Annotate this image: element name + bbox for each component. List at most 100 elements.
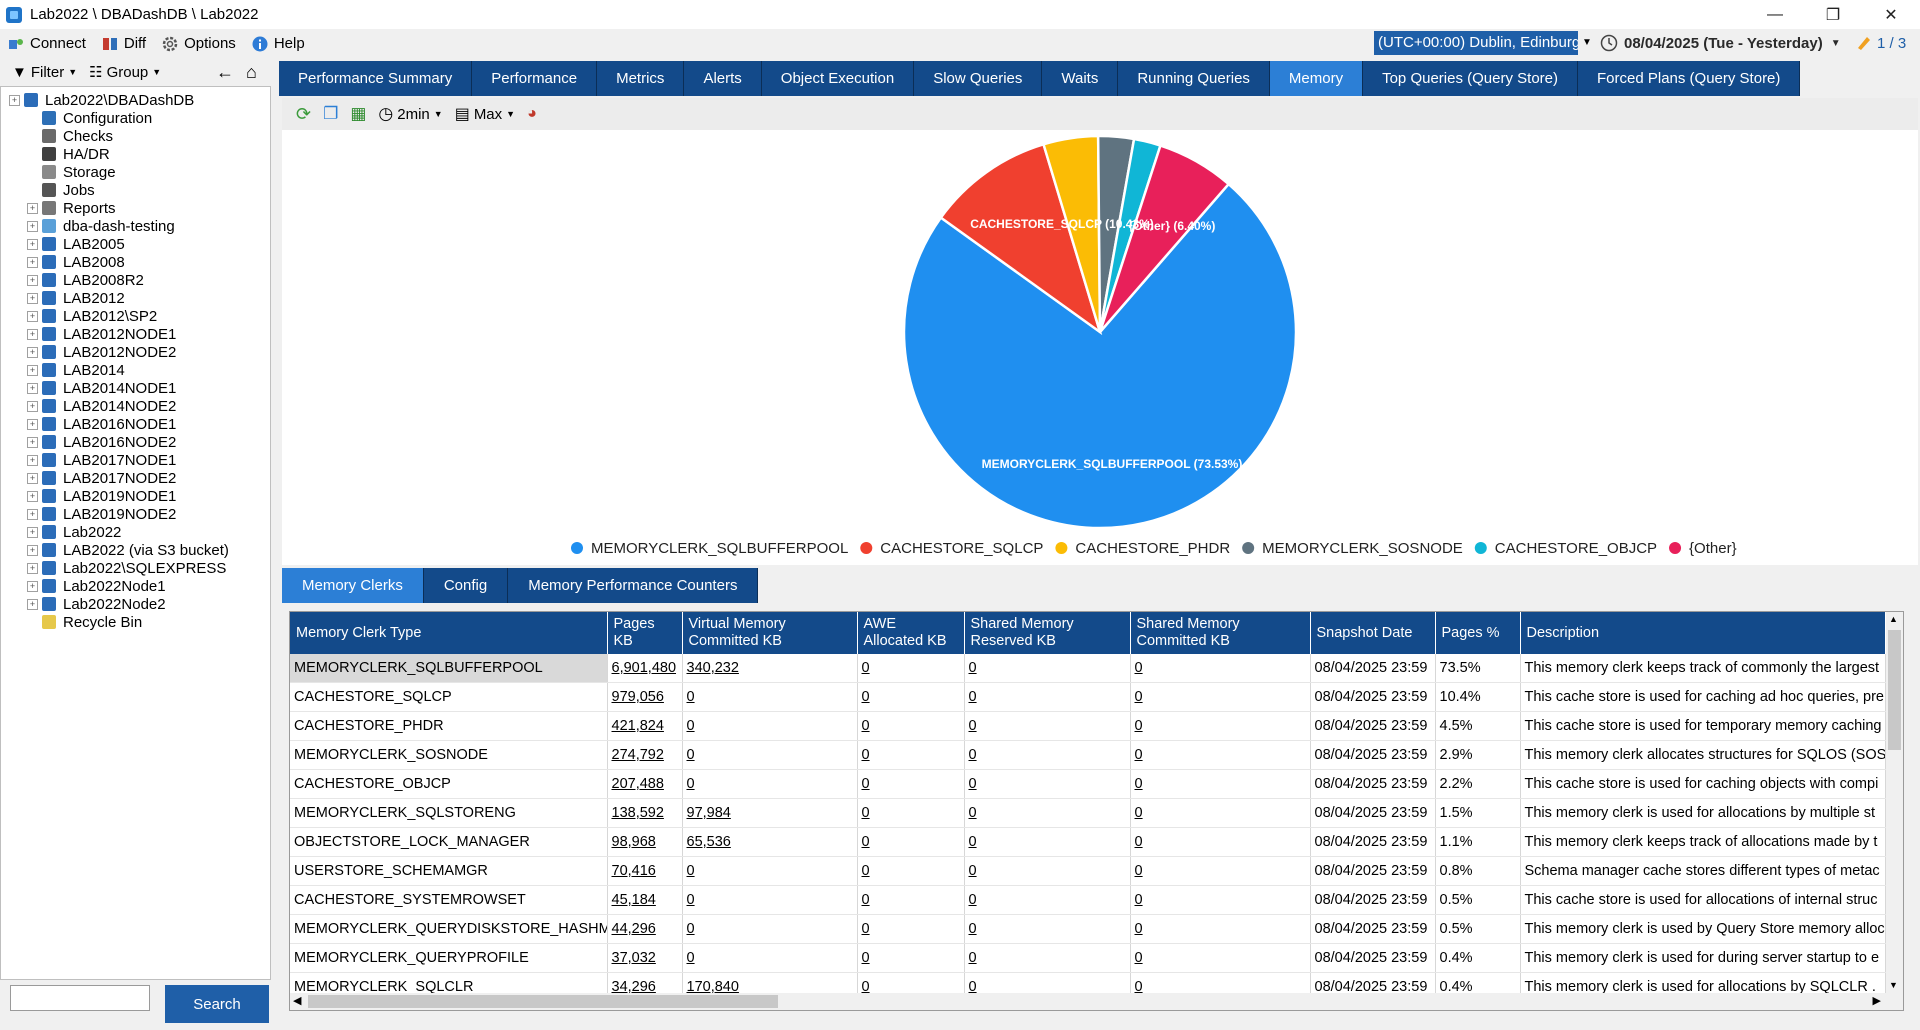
column-header-virtual-memory-committed-kb[interactable]: Virtual Memory Committed KB — [682, 612, 858, 654]
expand-icon[interactable]: + — [27, 400, 38, 412]
cell-pages-kb[interactable]: 6,901,480 — [607, 654, 683, 683]
expand-icon[interactable]: + — [27, 454, 38, 466]
cell-awe-allocated-kb[interactable]: 0 — [857, 943, 965, 973]
tree-item-ha-dr[interactable]: HA/DR — [27, 143, 110, 165]
expand-icon[interactable]: + — [27, 256, 38, 268]
expand-icon[interactable]: + — [27, 346, 38, 358]
cell-virtual-memory-committed-kb[interactable]: 0 — [682, 914, 858, 944]
cell-shared-memory-reserved-kb[interactable]: 0 — [964, 740, 1131, 770]
cell-awe-allocated-kb[interactable]: 0 — [857, 654, 965, 683]
tree-instance-lab2005[interactable]: + LAB2005 — [27, 233, 125, 255]
cell-shared-memory-reserved-kb[interactable]: 0 — [964, 856, 1131, 886]
expand-icon[interactable]: + — [27, 202, 38, 214]
tree-instance-lab2012[interactable]: + LAB2012 — [27, 287, 125, 309]
tree-instance-lab2017node2[interactable]: + LAB2017NODE2 — [27, 467, 176, 489]
expand-icon[interactable]: + — [27, 490, 38, 502]
cell-shared-memory-reserved-kb[interactable]: 0 — [964, 682, 1131, 712]
cell-shared-memory-reserved-kb[interactable]: 0 — [964, 885, 1131, 915]
grid-vertical-scrollbar[interactable]: ▲ ▼ — [1886, 612, 1903, 1010]
pie-slice-memoryclerk-sqlbufferpool[interactable] — [902, 182, 1298, 530]
cell-virtual-memory-committed-kb[interactable]: 0 — [682, 885, 858, 915]
pie-slice--other-[interactable] — [1098, 143, 1231, 333]
tree-item-reports[interactable]: + Reports — [27, 197, 116, 219]
column-header-description[interactable]: Description — [1520, 612, 1886, 654]
search-input[interactable] — [10, 985, 150, 1011]
pie-chart-icon[interactable]: ◕ — [527, 105, 537, 122]
cell-virtual-memory-committed-kb[interactable]: 0 — [682, 682, 858, 712]
tree-instance-lab2008[interactable]: + LAB2008 — [27, 251, 125, 273]
expand-icon[interactable]: + — [27, 598, 38, 610]
cell-pages-kb[interactable]: 421,824 — [607, 711, 683, 741]
cell-shared-memory-reserved-kb[interactable]: 0 — [964, 769, 1131, 799]
search-button[interactable]: Search — [165, 985, 269, 1023]
cell-shared-memory-reserved-kb[interactable]: 0 — [964, 798, 1131, 828]
expand-icon[interactable]: + — [27, 328, 38, 340]
tab-alerts[interactable]: Alerts — [684, 61, 762, 96]
group-dropdown-icon[interactable]: ▼ — [152, 67, 162, 77]
cell-pages-kb[interactable]: 45,184 — [607, 885, 683, 915]
cell-pages-kb[interactable]: 98,968 — [607, 827, 683, 857]
expand-icon[interactable]: + — [27, 472, 38, 484]
group-button[interactable]: Group — [106, 63, 149, 81]
subtab-memory-performance-counters[interactable]: Memory Performance Counters — [508, 568, 759, 603]
expand-icon[interactable]: + — [27, 310, 38, 322]
table-row[interactable]: OBJECTSTORE_LOCK_MANAGER 98,968 65,536 0 0 0 0… — [290, 827, 1886, 857]
column-header-pages-kb[interactable]: Pages KB — [607, 612, 683, 654]
filter-button[interactable]: Filter — [30, 63, 65, 81]
cell-awe-allocated-kb[interactable]: 0 — [857, 769, 965, 799]
expand-icon[interactable]: + — [27, 436, 38, 448]
table-row[interactable]: MEMORYCLERK_QUERYPROFILE 37,032 0 0 0 0 08/04/… — [290, 943, 1886, 973]
cell-awe-allocated-kb[interactable]: 0 — [857, 682, 965, 712]
tree-instance-lab2012-sp2[interactable]: + LAB2012\SP2 — [27, 305, 157, 327]
table-row[interactable]: MEMORYCLERK_QUERYDISKSTORE_HASHMAP 44,296… — [290, 914, 1886, 944]
cell-awe-allocated-kb[interactable]: 0 — [857, 885, 965, 915]
tab-performance[interactable]: Performance — [472, 61, 598, 96]
tree-item-checks[interactable]: Checks — [27, 125, 113, 147]
tree-instance-lab2014node2[interactable]: + LAB2014NODE2 — [27, 395, 176, 417]
cell-shared-memory-committed-kb[interactable]: 0 — [1130, 943, 1311, 973]
tree-instance-lab2014node1[interactable]: + LAB2014NODE1 — [27, 377, 176, 399]
tree-instance-lab2012node2[interactable]: + LAB2012NODE2 — [27, 341, 176, 363]
help-menu[interactable]: Help — [252, 35, 305, 52]
expand-icon[interactable]: + — [27, 220, 38, 232]
cell-shared-memory-committed-kb[interactable]: 0 — [1130, 856, 1311, 886]
cell-pages-kb[interactable]: 44,296 — [607, 914, 683, 944]
cell-awe-allocated-kb[interactable]: 0 — [857, 740, 965, 770]
max-dropdown-icon[interactable]: ▼ — [506, 109, 516, 119]
tree-instance-lab2022node1[interactable]: + Lab2022Node1 — [27, 575, 166, 597]
cell-shared-memory-reserved-kb[interactable]: 0 — [964, 827, 1131, 857]
tree-instance-lab2012node1[interactable]: + LAB2012NODE1 — [27, 323, 176, 345]
expand-icon[interactable]: + — [9, 94, 20, 106]
tab-waits[interactable]: Waits — [1042, 61, 1119, 96]
timezone-dropdown-icon[interactable]: ▼ — [1582, 37, 1592, 48]
cell-shared-memory-reserved-kb[interactable]: 0 — [964, 943, 1131, 973]
home-icon[interactable]: ⌂ — [246, 61, 257, 82]
subtab-memory-clerks[interactable]: Memory Clerks — [282, 568, 424, 603]
column-header-pages-[interactable]: Pages % — [1435, 612, 1521, 654]
subtab-config[interactable]: Config — [423, 568, 509, 603]
expand-icon[interactable]: + — [27, 562, 38, 574]
cell-shared-memory-committed-kb[interactable]: 0 — [1130, 654, 1311, 683]
cell-awe-allocated-kb[interactable]: 0 — [857, 798, 965, 828]
tab-top-queries-query-store-[interactable]: Top Queries (Query Store) — [1363, 61, 1578, 96]
cell-virtual-memory-committed-kb[interactable]: 0 — [682, 856, 858, 886]
tree-recycle-bin[interactable]: Recycle Bin — [27, 611, 142, 633]
excel-icon[interactable]: ▦ — [350, 104, 367, 123]
cell-pages-kb[interactable]: 979,056 — [607, 682, 683, 712]
tree-instance-lab2019node1[interactable]: + LAB2019NODE1 — [27, 485, 176, 507]
table-row[interactable]: MEMORYCLERK_SOSNODE 274,792 0 0 0 0 08/04/2025… — [290, 740, 1886, 770]
table-row[interactable]: CACHESTORE_SYSTEMROWSET 45,184 0 0 0 0 08/04/2… — [290, 885, 1886, 915]
table-row[interactable]: MEMORYCLERK_SQLSTORENG 138,592 97,984 0 0 0 08… — [290, 798, 1886, 828]
tab-memory[interactable]: Memory — [1269, 61, 1364, 96]
max-dropdown[interactable]: Max — [473, 105, 503, 123]
filter-dropdown-icon[interactable]: ▼ — [68, 67, 78, 77]
tree-item-jobs[interactable]: Jobs — [27, 179, 95, 201]
back-arrow-icon[interactable]: ← — [216, 61, 234, 82]
cell-awe-allocated-kb[interactable]: 0 — [857, 914, 965, 944]
tree-instance-lab2022-sqlexpress[interactable]: + Lab2022\SQLEXPRESS — [27, 557, 226, 579]
tab-metrics[interactable]: Metrics — [597, 61, 685, 96]
cell-pages-kb[interactable]: 274,792 — [607, 740, 683, 770]
expand-icon[interactable]: + — [27, 382, 38, 394]
cell-virtual-memory-committed-kb[interactable]: 0 — [682, 711, 858, 741]
tab-running-queries[interactable]: Running Queries — [1118, 61, 1270, 96]
